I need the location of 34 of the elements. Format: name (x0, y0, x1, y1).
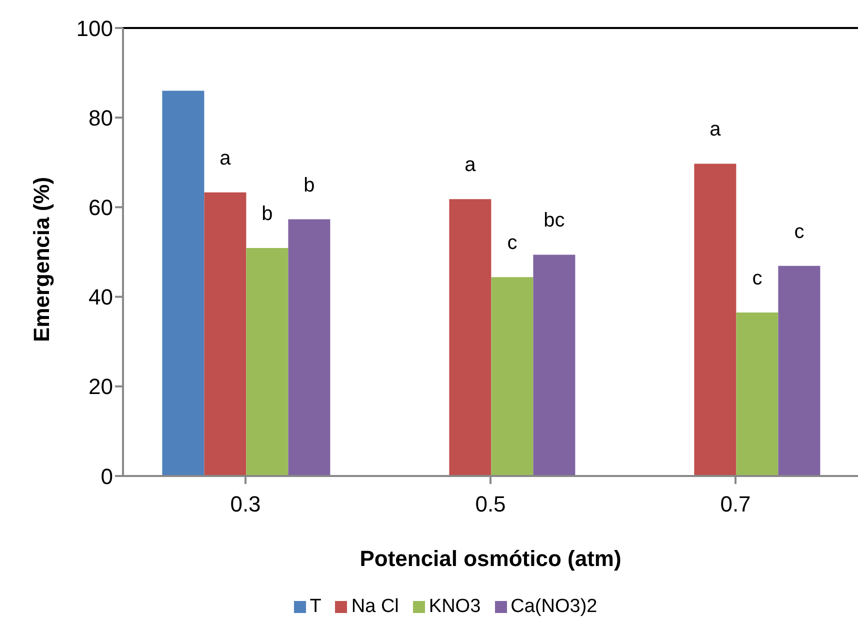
x-tick-label: 0.7 (720, 492, 751, 517)
bar (778, 266, 820, 476)
bar (736, 312, 778, 476)
legend-label: Na Cl (351, 596, 399, 618)
data-label: c (752, 267, 762, 290)
x-axis-title: Potencial osmótico (atm) (360, 546, 622, 571)
data-label: a (710, 118, 722, 141)
legend-label: T (310, 596, 322, 618)
bar (246, 248, 288, 476)
x-tick-label: 0.5 (475, 492, 506, 517)
data-label: a (220, 147, 232, 170)
data-label: a (464, 154, 477, 176)
y-tick-label: 20 (88, 374, 113, 400)
data-label: b (262, 202, 273, 225)
bar (204, 192, 246, 476)
bar (449, 199, 492, 476)
y-tick-label: 80 (88, 105, 113, 130)
y-axis-title: Emergencia (%) (28, 176, 54, 342)
bar (694, 164, 736, 476)
y-tick-label: 60 (88, 195, 113, 220)
data-label: bc (544, 210, 565, 232)
data-label: b (304, 174, 315, 196)
bar (491, 277, 534, 476)
bar (162, 90, 204, 476)
bar (533, 254, 576, 476)
bar (288, 219, 330, 476)
data-label: c (507, 232, 518, 254)
y-tick-label: 100 (76, 16, 113, 41)
legend-label: KNO3 (428, 596, 481, 618)
x-tick-label: 0.3 (230, 492, 261, 517)
data-label: c (794, 220, 804, 243)
y-tick-label: 40 (88, 284, 113, 310)
legend-label: Ca(NO3)2 (510, 596, 598, 618)
y-tick-label: 0 (100, 464, 113, 489)
